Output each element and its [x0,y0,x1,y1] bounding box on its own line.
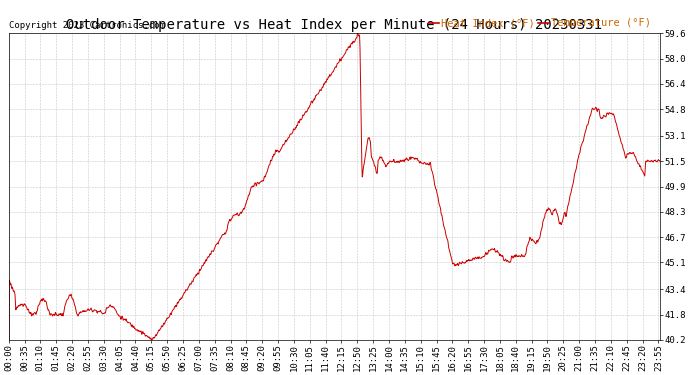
Text: Copyright 2023 Cartronics.com: Copyright 2023 Cartronics.com [9,21,164,30]
Legend: Heat Index (°F), Temperature (°F): Heat Index (°F), Temperature (°F) [425,14,655,32]
Title: Outdoor Temperature vs Heat Index per Minute (24 Hours) 20230331: Outdoor Temperature vs Heat Index per Mi… [66,18,602,32]
